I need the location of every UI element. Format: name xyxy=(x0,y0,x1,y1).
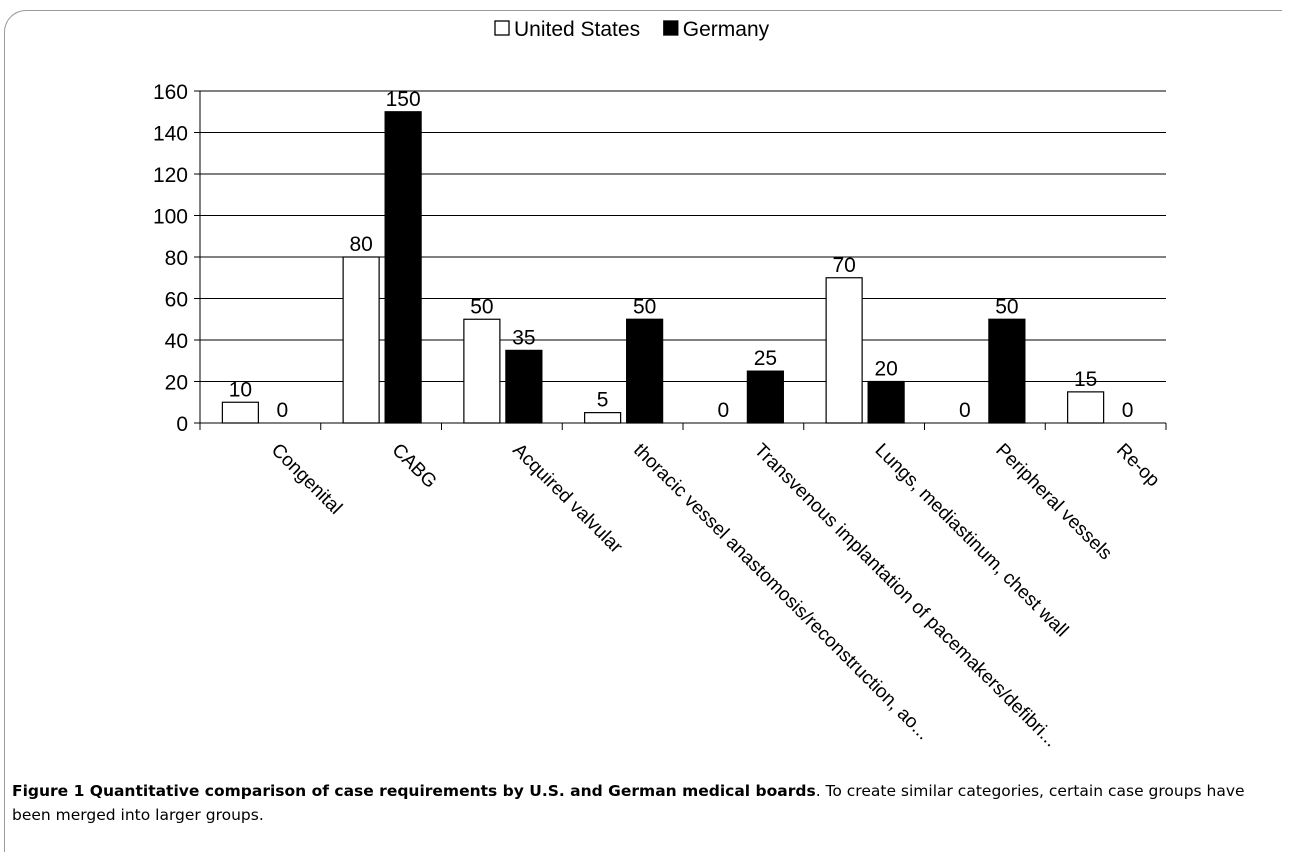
bar xyxy=(825,277,863,424)
data-label: 70 xyxy=(832,254,855,277)
y-tick-label: 100 xyxy=(153,206,188,229)
bar xyxy=(384,111,422,424)
x-tick-label: Acquired valvular xyxy=(508,440,626,558)
data-label: 25 xyxy=(754,347,777,370)
bar-chart: United States Germany 0204060801001201401… xyxy=(153,18,1167,751)
bar xyxy=(584,412,622,424)
bar xyxy=(988,318,1026,424)
bar xyxy=(867,380,905,424)
data-label: 50 xyxy=(470,295,493,318)
data-label: 35 xyxy=(512,326,535,349)
figure-frame xyxy=(4,10,1282,852)
x-axis: Congenital CABG Acquired valvular thoracic … xyxy=(199,422,1167,751)
y-tick-label: 0 xyxy=(176,413,188,436)
bar xyxy=(463,318,501,424)
y-tick-label: 120 xyxy=(153,164,188,187)
y-tick-label: 60 xyxy=(165,289,188,312)
legend: United States Germany xyxy=(494,18,770,41)
data-label: 20 xyxy=(874,358,897,381)
data-label: 10 xyxy=(229,378,252,401)
y-tick-label: 20 xyxy=(165,372,188,395)
legend-swatch xyxy=(663,20,679,36)
x-tick-label: Congenital xyxy=(267,440,346,519)
bar xyxy=(505,349,543,424)
bar xyxy=(746,370,784,424)
caption-label: Figure 1 Quantitative comparison of case… xyxy=(12,782,816,800)
x-tick-label: Peripheral vessels xyxy=(991,440,1116,565)
data-label: 15 xyxy=(1074,368,1097,391)
bar xyxy=(626,318,664,424)
data-label: 0 xyxy=(959,399,971,422)
bar xyxy=(1067,391,1105,424)
y-tick-label: 160 xyxy=(153,81,188,104)
data-label: 0 xyxy=(277,399,289,422)
y-tick-label: 140 xyxy=(153,123,188,146)
bar xyxy=(221,401,259,424)
data-label: 80 xyxy=(349,233,372,256)
data-label: 50 xyxy=(995,295,1018,318)
y-tick-label: 40 xyxy=(165,330,188,353)
y-axis: 0 20 40 60 80 100 120 140 160 xyxy=(153,81,201,436)
data-label: 5 xyxy=(597,389,609,412)
x-tick-label: Re-op xyxy=(1112,440,1163,491)
data-label: 0 xyxy=(718,399,730,422)
y-tick-label: 80 xyxy=(165,247,188,270)
gridlines xyxy=(200,90,1166,382)
x-tick-label: Lungs, mediastinum, chest wall xyxy=(871,440,1073,642)
legend-label: Germany xyxy=(683,18,770,41)
data-label: 150 xyxy=(386,88,421,111)
figure-caption: Figure 1 Quantitative comparison of case… xyxy=(12,779,1280,827)
data-label: 50 xyxy=(633,295,656,318)
legend-swatch xyxy=(494,20,510,36)
caption-text: . To create similar categories, certain … xyxy=(12,782,1245,824)
legend-label: United States xyxy=(514,18,640,41)
x-tick-label: CABG xyxy=(388,440,441,493)
data-label: 0 xyxy=(1122,399,1134,422)
bar xyxy=(342,256,380,424)
